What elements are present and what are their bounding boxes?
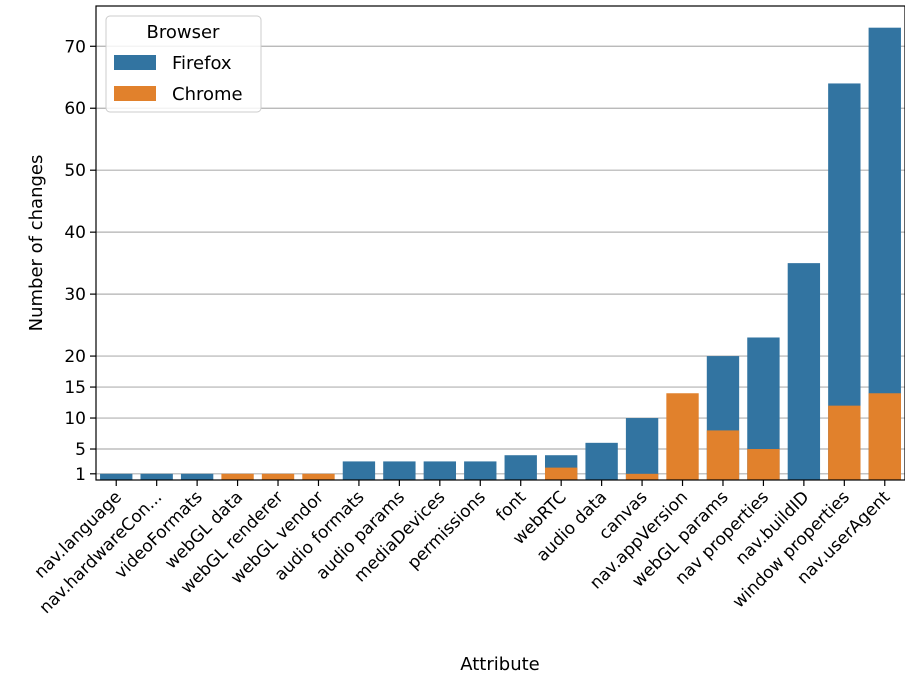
y-tick-label-5: 5 [75, 440, 86, 460]
bar-chrome-11 [544, 467, 578, 480]
legend-label-firefox: Firefox [172, 53, 232, 74]
bar-firefox-7 [383, 461, 416, 480]
legend-swatch-firefox [114, 55, 156, 70]
bar-firefox-6 [342, 461, 376, 480]
bar-firefox-1 [140, 473, 173, 480]
legend-label-chrome: Chrome [172, 84, 243, 105]
plot-frame [95, 5, 905, 481]
y-tick-label-50: 50 [64, 161, 86, 181]
y-tick-label-70: 70 [64, 37, 86, 57]
bar-chrome-3 [221, 473, 254, 480]
legend: Browser Firefox Chrome [105, 15, 262, 113]
bar-firefox-10 [504, 455, 537, 480]
bar-chrome-18 [828, 405, 861, 480]
bar-chrome-16 [747, 449, 780, 480]
y-tick-label-1: 1 [75, 465, 86, 485]
y-tick-label-40: 40 [64, 223, 86, 243]
legend-swatch-chrome [114, 86, 156, 101]
bar-firefox-13 [625, 418, 659, 480]
y-tick-label-15: 15 [64, 378, 86, 398]
bar-firefox-8 [423, 461, 457, 480]
bar-chrome-19 [868, 393, 901, 480]
y-axis-label: Number of changes [26, 155, 47, 332]
bars [100, 27, 901, 480]
bar-chrome-13 [625, 473, 659, 480]
y-tick-label-10: 10 [64, 409, 86, 429]
bar-chrome-15 [706, 430, 740, 480]
x-axis-label: Attribute [460, 654, 539, 675]
bar-chrome-14 [666, 393, 699, 480]
bar-chrome-5 [302, 473, 335, 480]
bar-firefox-17 [787, 263, 821, 480]
bar-firefox-9 [464, 461, 497, 480]
y-tick-label-20: 20 [64, 347, 86, 367]
bar-firefox-2 [180, 473, 214, 480]
gridlines [96, 45, 905, 475]
bar-firefox-0 [100, 473, 133, 480]
y-tick-label-60: 60 [64, 99, 86, 119]
legend-title: Browser [147, 22, 221, 43]
bar-chrome-4 [261, 473, 295, 480]
bar-firefox-12 [585, 442, 618, 480]
y-tick-label-30: 30 [64, 285, 86, 305]
x-axis: nav.languagenav.hardwareCon...videoForma… [31, 480, 895, 618]
